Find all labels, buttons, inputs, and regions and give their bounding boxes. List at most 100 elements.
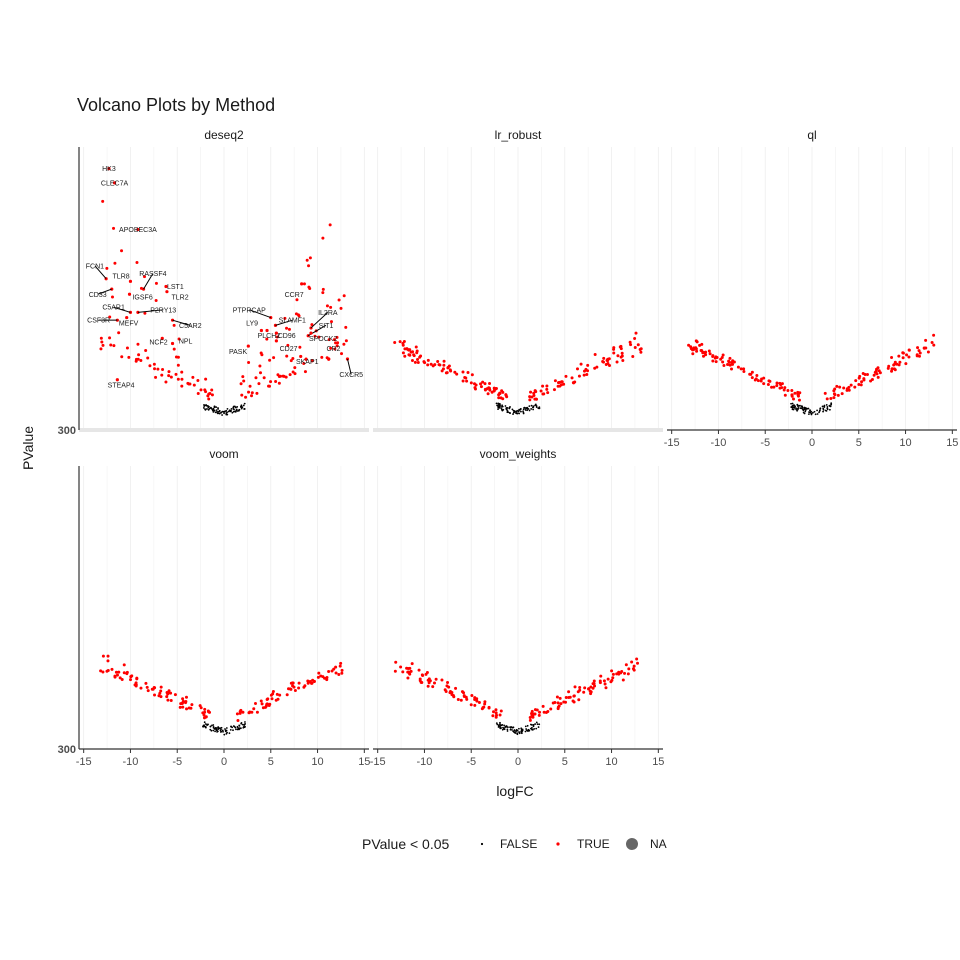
gene-label: CD96 (278, 333, 296, 340)
point-sig (835, 384, 839, 388)
point-ns (801, 406, 804, 409)
point-sig (165, 695, 169, 699)
point-sig (691, 352, 695, 356)
point-sig (289, 359, 293, 363)
gene-label: STEAP4 (108, 382, 135, 389)
point-sig (247, 390, 251, 394)
point-ns (202, 725, 205, 728)
point-ns (210, 729, 213, 732)
point-sig (342, 342, 346, 346)
strip-label: lr_robust (495, 128, 542, 142)
point-sig (240, 393, 244, 397)
point-sig (417, 668, 421, 672)
point-sig (262, 376, 266, 380)
point-sig (477, 700, 481, 704)
point-sig (287, 327, 291, 331)
point-sig (549, 707, 553, 711)
point-sig (635, 657, 639, 661)
point-sig (545, 384, 549, 388)
legend-title: PValue < 0.05 (362, 836, 450, 852)
point-ns (527, 730, 529, 733)
point-sig (325, 676, 329, 680)
point-sig (849, 383, 853, 387)
point-sig (633, 336, 637, 340)
labeled-point (265, 328, 269, 333)
point-ns (212, 724, 215, 726)
point-ns (215, 729, 218, 731)
point-sig (139, 686, 143, 690)
point-sig (152, 362, 156, 366)
point-sig (612, 347, 616, 351)
point-sig (310, 681, 314, 685)
point-sig (440, 369, 444, 373)
point-ns (814, 413, 817, 416)
point-sig (165, 691, 169, 695)
point-sig (206, 394, 210, 398)
point-sig (250, 710, 254, 714)
point-sig (575, 367, 579, 371)
point-sig (411, 350, 415, 354)
point-ns (530, 723, 533, 726)
point-ns (533, 728, 536, 730)
point-sig (298, 345, 302, 349)
point-sig (305, 258, 309, 262)
point-sig (241, 375, 245, 379)
point-ns (235, 728, 237, 731)
point-sig (410, 662, 414, 666)
point-ns (499, 721, 501, 724)
point-sig (329, 346, 333, 350)
point-sig (327, 338, 331, 342)
point-sig (486, 392, 490, 396)
point-ns (537, 726, 540, 728)
point-sig (127, 355, 131, 359)
x-tick-label: 15 (358, 756, 370, 768)
gene-label: RASSF4 (139, 271, 166, 278)
point-sig (541, 384, 545, 388)
strip-label: voom (209, 447, 238, 461)
point-sig (829, 397, 833, 401)
point-sig (562, 382, 566, 386)
point-sig (494, 386, 498, 390)
point-ns (505, 407, 508, 410)
x-tick-label: 10 (311, 756, 323, 768)
point-ns (534, 723, 537, 725)
point-sig (557, 704, 561, 708)
point-ns (829, 408, 831, 411)
point-sig (926, 350, 930, 354)
point-sig (137, 353, 141, 357)
point-ns (530, 408, 533, 410)
point-sig (893, 360, 897, 364)
point-sig (461, 370, 465, 374)
point-ns (218, 409, 221, 412)
point-ns (223, 412, 225, 415)
point-sig (398, 340, 402, 344)
point-sig (407, 353, 411, 357)
point-sig (444, 690, 448, 694)
point-sig (325, 304, 329, 308)
point-ns (801, 405, 804, 408)
point-sig (293, 689, 297, 693)
point-sig (568, 695, 572, 699)
point-sig (736, 365, 740, 369)
point-sig (742, 369, 746, 373)
point-sig (416, 361, 420, 365)
point-ns (500, 407, 503, 410)
point-sig (180, 370, 184, 374)
point-ns (791, 408, 794, 411)
x-tick-label: -5 (466, 756, 476, 768)
point-ns (240, 407, 243, 410)
point-sig (602, 356, 606, 360)
point-ns (813, 410, 816, 413)
point-ns (819, 407, 822, 410)
label-leader (275, 319, 293, 326)
point-ns (535, 404, 538, 407)
point-ns (791, 402, 794, 405)
point-sig (582, 690, 586, 694)
labeled-point (112, 181, 117, 185)
point-ns (812, 411, 814, 414)
point-ns (204, 723, 207, 725)
point-sig (271, 690, 275, 694)
point-sig (552, 388, 556, 392)
point-sig (340, 668, 344, 672)
point-sig (169, 375, 173, 379)
